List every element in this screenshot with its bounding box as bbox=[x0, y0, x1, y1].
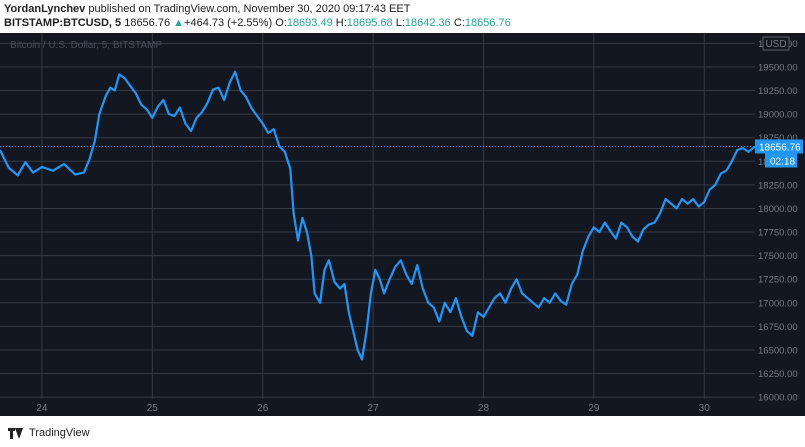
author-name[interactable]: YordanLynchev bbox=[4, 3, 86, 15]
y-tick-label: 19000.00 bbox=[758, 110, 798, 121]
high-label: H: bbox=[335, 17, 347, 29]
symbol-name: BITSTAMP:BTCUSD, 5 bbox=[4, 17, 122, 29]
change-up-icon: ▲ bbox=[173, 17, 185, 29]
change-value: +464.73 (+2.55%) bbox=[184, 17, 273, 29]
close-label: C: bbox=[453, 17, 465, 29]
price-axis-background[interactable] bbox=[755, 33, 805, 399]
x-tick-label: 26 bbox=[257, 403, 269, 414]
countdown-tag bbox=[765, 153, 797, 168]
low-label: L: bbox=[395, 17, 405, 29]
chart-watermark: Bitcoin / U.S. Dollar, 5, BITSTAMP bbox=[10, 40, 162, 51]
x-tick-label: 28 bbox=[478, 403, 490, 414]
plot-background bbox=[0, 33, 755, 399]
x-tick-label: 29 bbox=[588, 403, 600, 414]
y-tick-label: 17500.00 bbox=[758, 251, 798, 262]
x-tick-label: 25 bbox=[147, 403, 159, 414]
y-tick-label: 17250.00 bbox=[758, 275, 798, 286]
open-value: 18693.49 bbox=[286, 17, 333, 29]
y-tick-label: 18250.00 bbox=[758, 180, 798, 191]
y-tick-label: 18000.00 bbox=[758, 204, 798, 215]
price-series-line bbox=[0, 70, 756, 361]
published-text: published on TradingView.com, November 3… bbox=[88, 3, 411, 15]
y-tick-label: 16250.00 bbox=[758, 369, 798, 380]
y-tick-label: 16500.00 bbox=[758, 345, 798, 356]
close-value: 18656.76 bbox=[464, 17, 511, 29]
y-tick-label: 16750.00 bbox=[758, 322, 798, 333]
price-chart[interactable]: Bitcoin / U.S. Dollar, 5, BITSTAMP 16000… bbox=[0, 33, 805, 416]
last-price-tag-label: 18656.76 bbox=[759, 142, 801, 153]
y-tick-label: 17000.00 bbox=[758, 298, 798, 309]
currency-label: USD bbox=[765, 39, 786, 50]
footer-brand[interactable]: TradingView bbox=[8, 427, 90, 439]
high-value: 18695.68 bbox=[346, 17, 393, 29]
tradingview-logo-icon bbox=[8, 427, 24, 439]
x-tick-label: 30 bbox=[699, 403, 711, 414]
brand-name: TradingView bbox=[29, 427, 90, 439]
x-tick-label: 27 bbox=[368, 403, 380, 414]
low-value: 18642.36 bbox=[404, 17, 451, 29]
last-price: 18656.76 bbox=[124, 17, 171, 29]
y-tick-label: 19250.00 bbox=[758, 86, 798, 97]
open-label: O: bbox=[275, 17, 287, 29]
time-axis-background[interactable] bbox=[0, 399, 805, 416]
last-price-tag bbox=[755, 139, 803, 154]
ohlc-line: BITSTAMP:BTCUSD, 5 18656.76 ▲+464.73 (+2… bbox=[4, 17, 511, 29]
x-tick-label: 24 bbox=[36, 403, 48, 414]
countdown-label: 02:18 bbox=[770, 156, 795, 167]
publish-line: YordanLynchev published on TradingView.c… bbox=[4, 3, 410, 15]
y-tick-label: 18750.00 bbox=[758, 133, 798, 144]
currency-button[interactable] bbox=[762, 36, 790, 51]
y-tick-label: 17750.00 bbox=[758, 228, 798, 239]
y-tick-label: 19500.00 bbox=[758, 62, 798, 73]
y-tick-label: 16000.00 bbox=[758, 393, 798, 404]
